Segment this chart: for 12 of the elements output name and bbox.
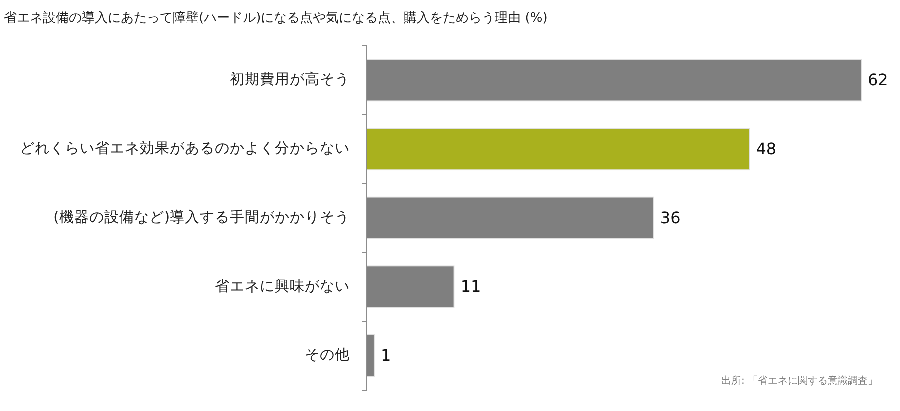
- data-label: 1: [380, 346, 392, 366]
- data-label: 62: [868, 70, 888, 90]
- y-tick-label: (機器の設備など)導入する手間がかかりそう: [54, 208, 350, 226]
- chart-title: 省エネ設備の導入にあたって障壁(ハードル)になる点や気になる点、購入をためらう理由 (%): [4, 10, 548, 27]
- y-tick-label: どれくらい省エネ効果があるのかよく分からない: [20, 140, 350, 158]
- data-label: 48: [756, 139, 777, 158]
- y-tick-label: 省エネに興味がない: [215, 278, 350, 295]
- data-label: 36: [660, 208, 681, 228]
- data-label: 11: [460, 277, 482, 296]
- y-tick-label: その他: [305, 346, 350, 364]
- annotation: 出所: 「省エネに関する意識調査」: [721, 374, 878, 388]
- y-tick-label: 初期費用が高そう: [230, 71, 350, 88]
